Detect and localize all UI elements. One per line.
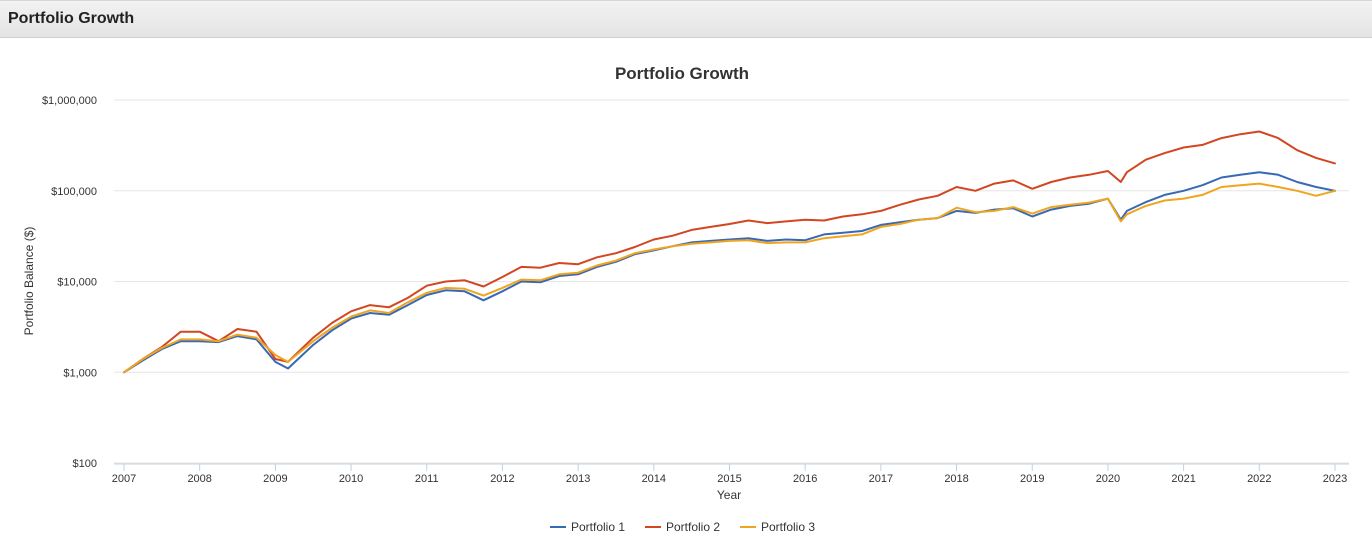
legend-item-portfolio-1[interactable]: Portfolio 1 bbox=[571, 520, 625, 534]
x-tick-label: 2017 bbox=[869, 473, 893, 485]
panel-title: Portfolio Growth bbox=[8, 10, 135, 27]
series-line-portfolio-1 bbox=[123, 171, 1336, 374]
x-tick-label: 2009 bbox=[263, 473, 287, 485]
series-line-portfolio-2 bbox=[123, 130, 1336, 374]
y-tick-label: $1,000,000 bbox=[42, 95, 97, 107]
x-tick-label: 2007 bbox=[112, 473, 136, 485]
axis-layer: $100 $1,000 $10,000 $100,000 $1,000,000 2007 2… bbox=[42, 95, 1349, 485]
x-tick-label: 2008 bbox=[187, 473, 211, 485]
x-tick-label: 2022 bbox=[1247, 473, 1271, 485]
grid-layer bbox=[114, 99, 1349, 464]
series-layer bbox=[123, 130, 1336, 374]
x-tick-label: 2012 bbox=[490, 473, 514, 485]
panel-header: Portfolio Growth bbox=[0, 0, 1372, 38]
x-tick-label: 2023 bbox=[1323, 473, 1347, 485]
y-axis-label: Portfolio Balance ($) bbox=[22, 227, 36, 336]
x-tick-label: 2013 bbox=[566, 473, 590, 485]
legend: Portfolio 1 Portfolio 2 Portfolio 3 bbox=[550, 520, 815, 534]
series-line-portfolio-3 bbox=[123, 182, 1336, 374]
chart-title: Portfolio Growth bbox=[615, 64, 749, 83]
y-tick-label: $100,000 bbox=[51, 186, 97, 198]
x-tick-label: 2010 bbox=[339, 473, 363, 485]
x-tick-label: 2016 bbox=[793, 473, 817, 485]
chart-area: Portfolio Growth $100 $1,000 $10,000 $100,0… bbox=[0, 38, 1372, 544]
y-tick-label: $100 bbox=[73, 458, 97, 470]
x-tick-label: 2021 bbox=[1171, 473, 1195, 485]
y-tick-label: $1,000 bbox=[63, 367, 97, 379]
legend-item-portfolio-3[interactable]: Portfolio 3 bbox=[761, 520, 815, 534]
x-tick-label: 2020 bbox=[1096, 473, 1120, 485]
portfolio-growth-chart: Portfolio Growth $100 $1,000 $10,000 $100,0… bbox=[22, 64, 1349, 534]
x-tick-label: 2015 bbox=[717, 473, 741, 485]
x-tick-label: 2019 bbox=[1020, 473, 1044, 485]
x-tick-label: 2011 bbox=[415, 473, 439, 485]
x-axis-label: Year bbox=[717, 488, 741, 502]
y-tick-label: $10,000 bbox=[57, 277, 97, 289]
x-tick-label: 2014 bbox=[642, 473, 666, 485]
legend-item-portfolio-2[interactable]: Portfolio 2 bbox=[666, 520, 720, 534]
x-tick-label: 2018 bbox=[944, 473, 968, 485]
